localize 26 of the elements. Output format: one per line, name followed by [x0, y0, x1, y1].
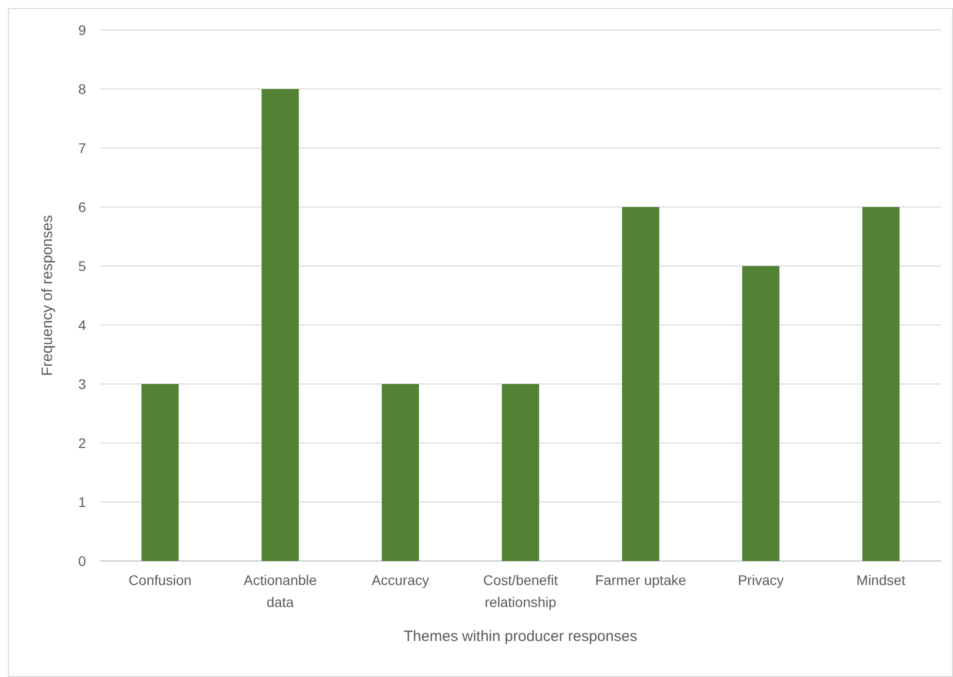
x-tick-label: Accuracy [372, 572, 430, 588]
bar [141, 384, 179, 561]
bar [262, 89, 299, 561]
x-tick-label: Mindset [856, 572, 906, 588]
y-tick-label: 3 [78, 376, 86, 392]
x-tick-label: Actionanble data [244, 572, 318, 610]
bar [382, 384, 419, 561]
y-tick-label: 0 [78, 552, 86, 569]
y-tick-label: 7 [78, 140, 86, 156]
bar [862, 207, 900, 561]
y-tick-label: 4 [78, 316, 86, 333]
y-tick-label: 1 [78, 494, 86, 510]
y-axis-title: Frequency of responses [39, 215, 56, 376]
bar [622, 207, 660, 561]
y-tick-label: 9 [78, 22, 86, 38]
y-tick-label: 2 [78, 434, 86, 451]
x-tick-label: Privacy [738, 572, 784, 588]
x-axis-title: Themes within producer responses [404, 628, 638, 645]
bar [742, 266, 780, 561]
x-tick-label: Confusion [128, 572, 192, 588]
y-tick-label: 8 [78, 80, 86, 97]
y-tick-label: 5 [78, 258, 86, 274]
x-tick-label: Cost/benefit relationship [483, 572, 558, 610]
bar [502, 384, 540, 561]
y-tick-label: 6 [78, 198, 86, 215]
x-tick-label: Farmer uptake [595, 572, 686, 588]
